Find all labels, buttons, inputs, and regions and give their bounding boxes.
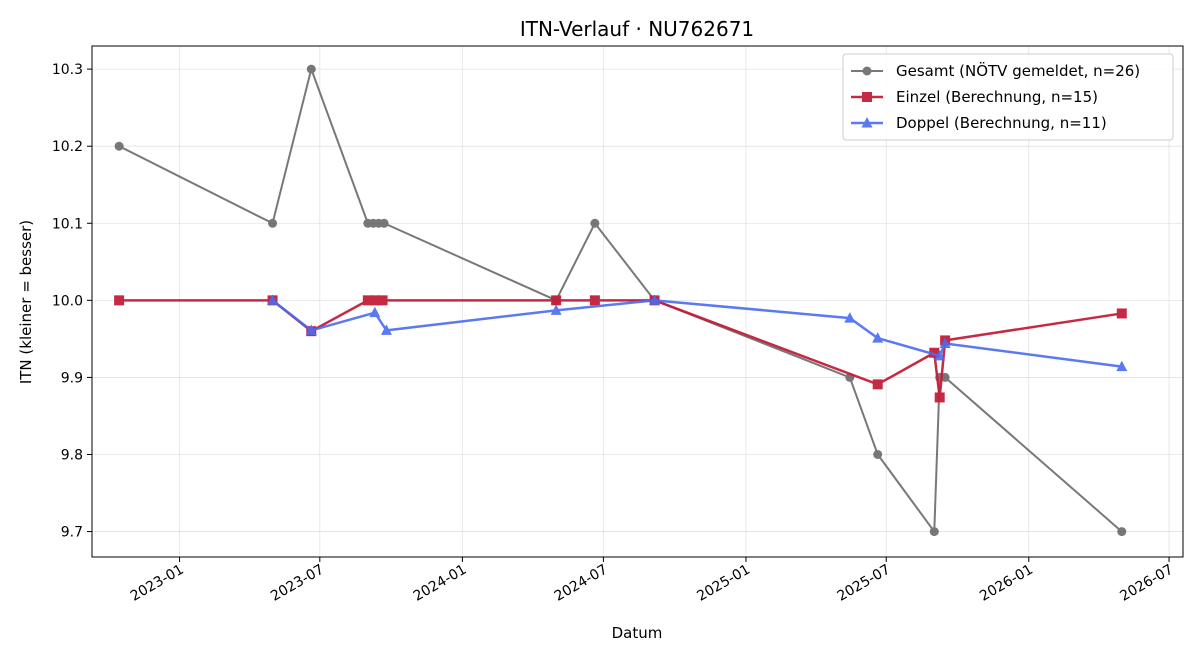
data-point: [379, 218, 389, 228]
data-point: [306, 64, 316, 74]
data-point: [649, 294, 661, 305]
legend-label: Doppel (Berechnung, n=11): [896, 114, 1107, 132]
chart-title: ITN-Verlauf · NU762671: [520, 17, 754, 41]
legend-marker: [862, 92, 872, 102]
x-tick-label: 2023-07: [268, 562, 327, 605]
data-point: [1116, 360, 1128, 372]
data-point: [844, 312, 856, 323]
x-tick-label: 2025-07: [835, 562, 894, 605]
data-point: [380, 324, 392, 335]
data-point: [872, 332, 884, 343]
data-point: [873, 449, 883, 459]
data-point: [934, 349, 946, 361]
data-point: [939, 337, 951, 349]
x-tick-label: 2025-01: [694, 562, 753, 605]
legend-item: Doppel (Berechnung, n=11): [851, 114, 1107, 132]
legend-swatch: [851, 117, 883, 128]
data-point: [929, 347, 940, 358]
series-2: [114, 295, 1127, 403]
data-point: [872, 379, 883, 390]
plot-frame: [91, 45, 1184, 558]
legend-label: Gesamt (NÖTV gemeldet, n=26): [896, 61, 1140, 80]
data-point: [369, 306, 381, 318]
x-axis: 2023-01 2023-07 2024-01 2024-07 2025-01 2025-…: [128, 557, 1176, 605]
data-point: [305, 324, 317, 335]
x-tick-label: 2026-01: [977, 562, 1036, 605]
y-tick-label: 9.9: [61, 370, 83, 386]
x-tick-label: 2026-07: [1117, 562, 1176, 605]
data-point: [550, 304, 562, 315]
legend-marker: [861, 117, 873, 128]
x-tick-label: 2024-01: [411, 562, 470, 605]
data-point: [551, 295, 562, 306]
legend-box: [842, 53, 1174, 141]
y-axis: 9.7 9.8 9.9 10.0 10.1 10.2 10.3: [52, 62, 92, 541]
x-tick-label: 2023-01: [128, 562, 187, 605]
y-tick-label: 9.8: [61, 447, 83, 463]
y-tick-label: 10.2: [52, 139, 83, 155]
data-point: [114, 141, 124, 151]
y-tick-label: 9.7: [61, 525, 83, 541]
data-point: [934, 392, 945, 403]
data-point: [114, 295, 125, 306]
y-tick-label: 10.3: [52, 62, 83, 78]
series-line: [119, 299, 1122, 399]
data-point: [267, 294, 279, 305]
data-point: [929, 527, 939, 537]
series-line: [118, 68, 1123, 533]
series-3: [267, 294, 1128, 372]
data-point: [1116, 308, 1127, 319]
x-tick-label: 2024-07: [552, 562, 611, 605]
y-tick-label: 10.1: [52, 216, 83, 232]
y-tick-label: 10.0: [52, 293, 83, 309]
data-point: [590, 218, 600, 228]
data-point: [268, 218, 278, 228]
y-axis-label: ITN (kleiner = besser): [17, 220, 35, 384]
legend-marker: [862, 66, 872, 76]
data-point: [1117, 527, 1127, 537]
legend-item: Gesamt (NÖTV gemeldet, n=26): [851, 61, 1140, 80]
legend-swatch: [851, 92, 883, 102]
data-point: [589, 295, 600, 306]
legend-label: Einzel (Berechnung, n=15): [896, 88, 1098, 106]
data-point: [377, 295, 388, 306]
legend: Gesamt (NÖTV gemeldet, n=26) Einzel (Bere…: [842, 53, 1174, 141]
data-point: [362, 295, 373, 306]
legend-item: Einzel (Berechnung, n=15): [851, 88, 1098, 106]
series-layer: [114, 64, 1128, 537]
legend-swatch: [851, 66, 883, 76]
data-point: [369, 295, 380, 306]
x-axis-label: Datum: [612, 624, 663, 642]
